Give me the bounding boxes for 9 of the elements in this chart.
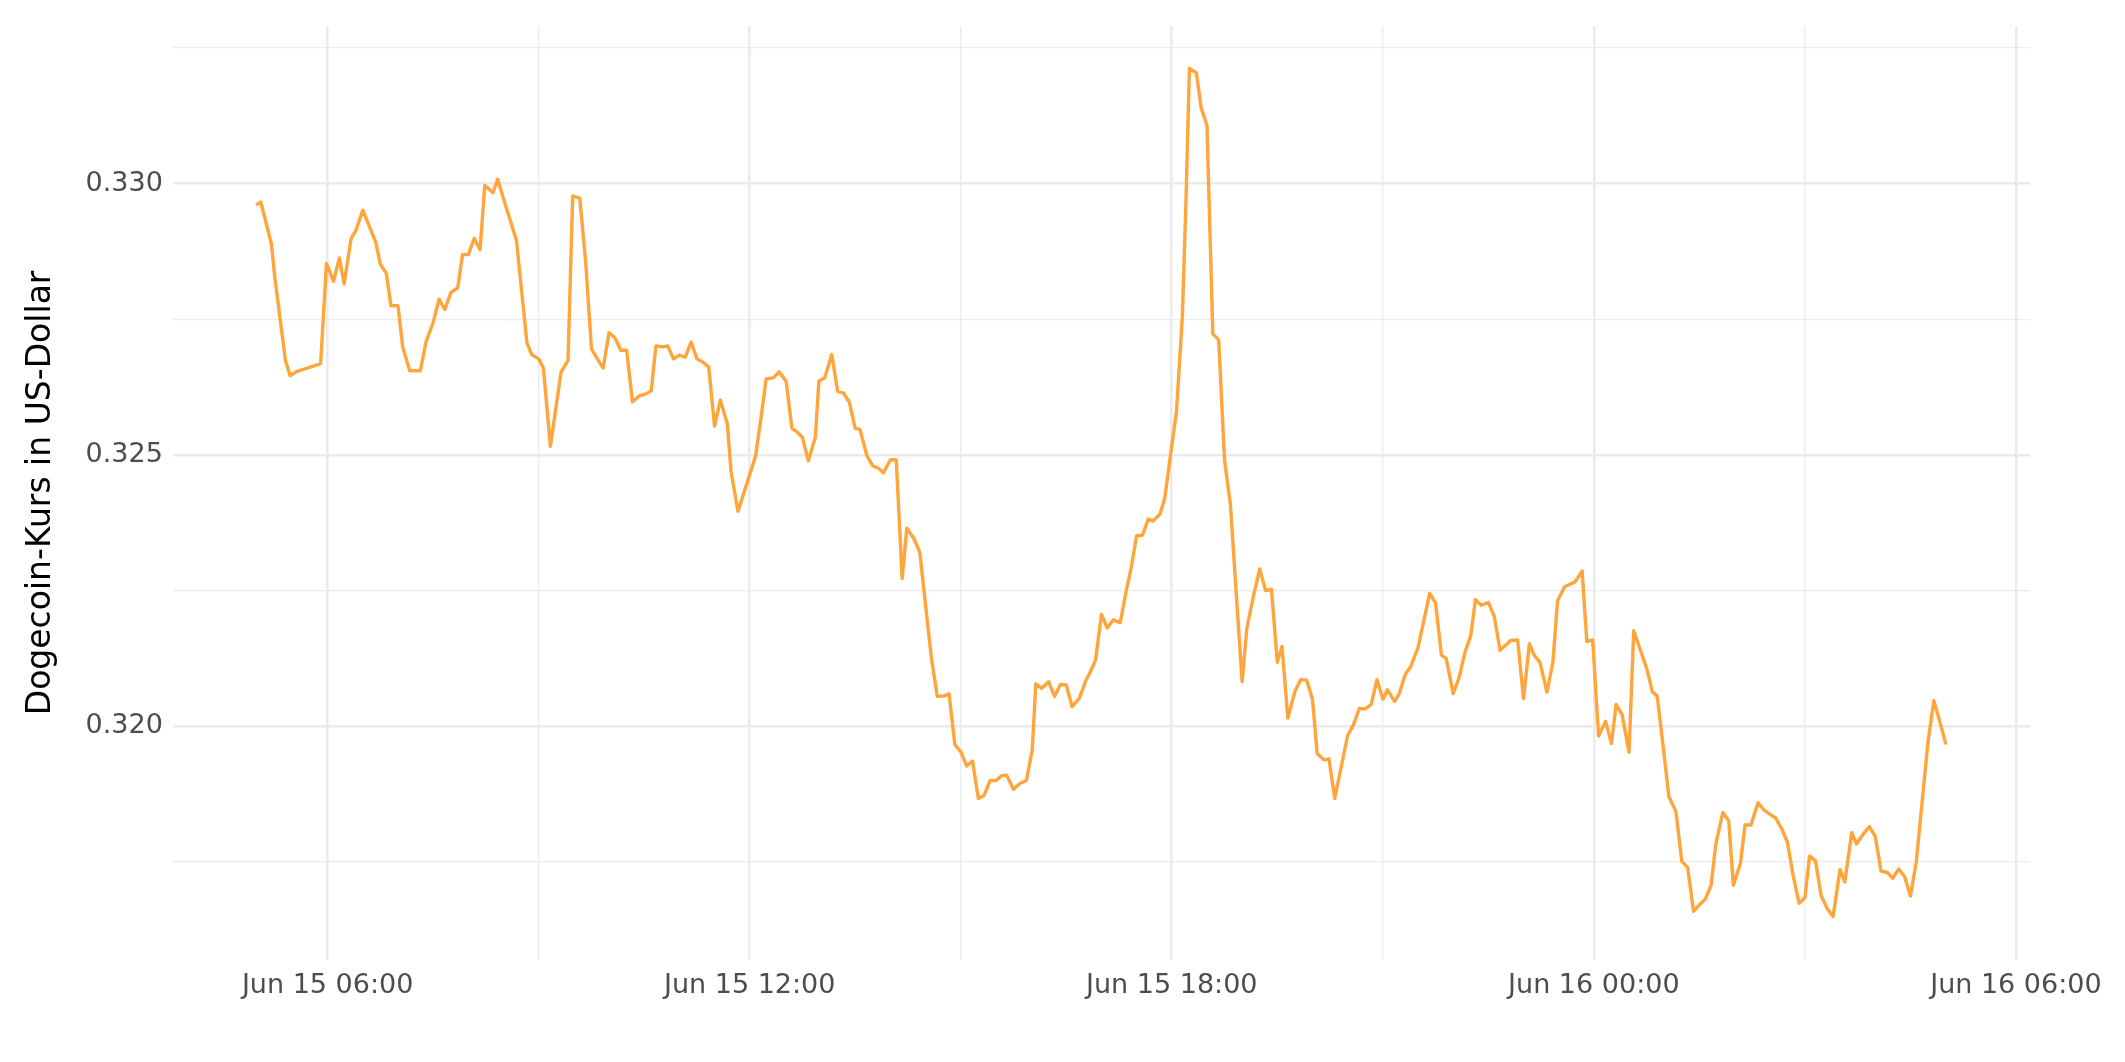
x-tick-label: Jun 16 00:00 bbox=[1506, 967, 1680, 999]
x-tick-label: Jun 15 06:00 bbox=[239, 967, 414, 999]
y-tick-label: 0.325 bbox=[85, 436, 163, 468]
x-tick-label: Jun 16 06:00 bbox=[1928, 967, 2102, 999]
x-tick-label: Jun 15 18:00 bbox=[1084, 967, 1258, 999]
y-axis-title: Dogecoin-Kurs in US-Dollar bbox=[19, 270, 59, 716]
y-tick-label: 0.330 bbox=[85, 165, 163, 197]
y-tick-label: 0.320 bbox=[85, 708, 163, 740]
x-tick-label: Jun 15 12:00 bbox=[661, 967, 836, 999]
